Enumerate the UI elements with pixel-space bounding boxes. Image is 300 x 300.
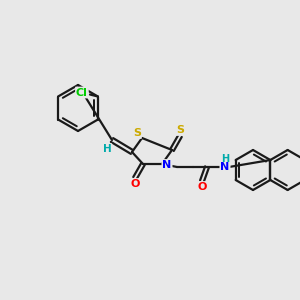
Text: N: N [162, 160, 172, 170]
Text: O: O [130, 179, 140, 189]
Text: Cl: Cl [76, 88, 88, 98]
Text: O: O [197, 182, 207, 192]
Text: S: S [133, 128, 141, 138]
Text: H: H [103, 144, 111, 154]
Text: H: H [221, 154, 229, 164]
Text: N: N [220, 162, 230, 172]
Text: S: S [176, 125, 184, 135]
